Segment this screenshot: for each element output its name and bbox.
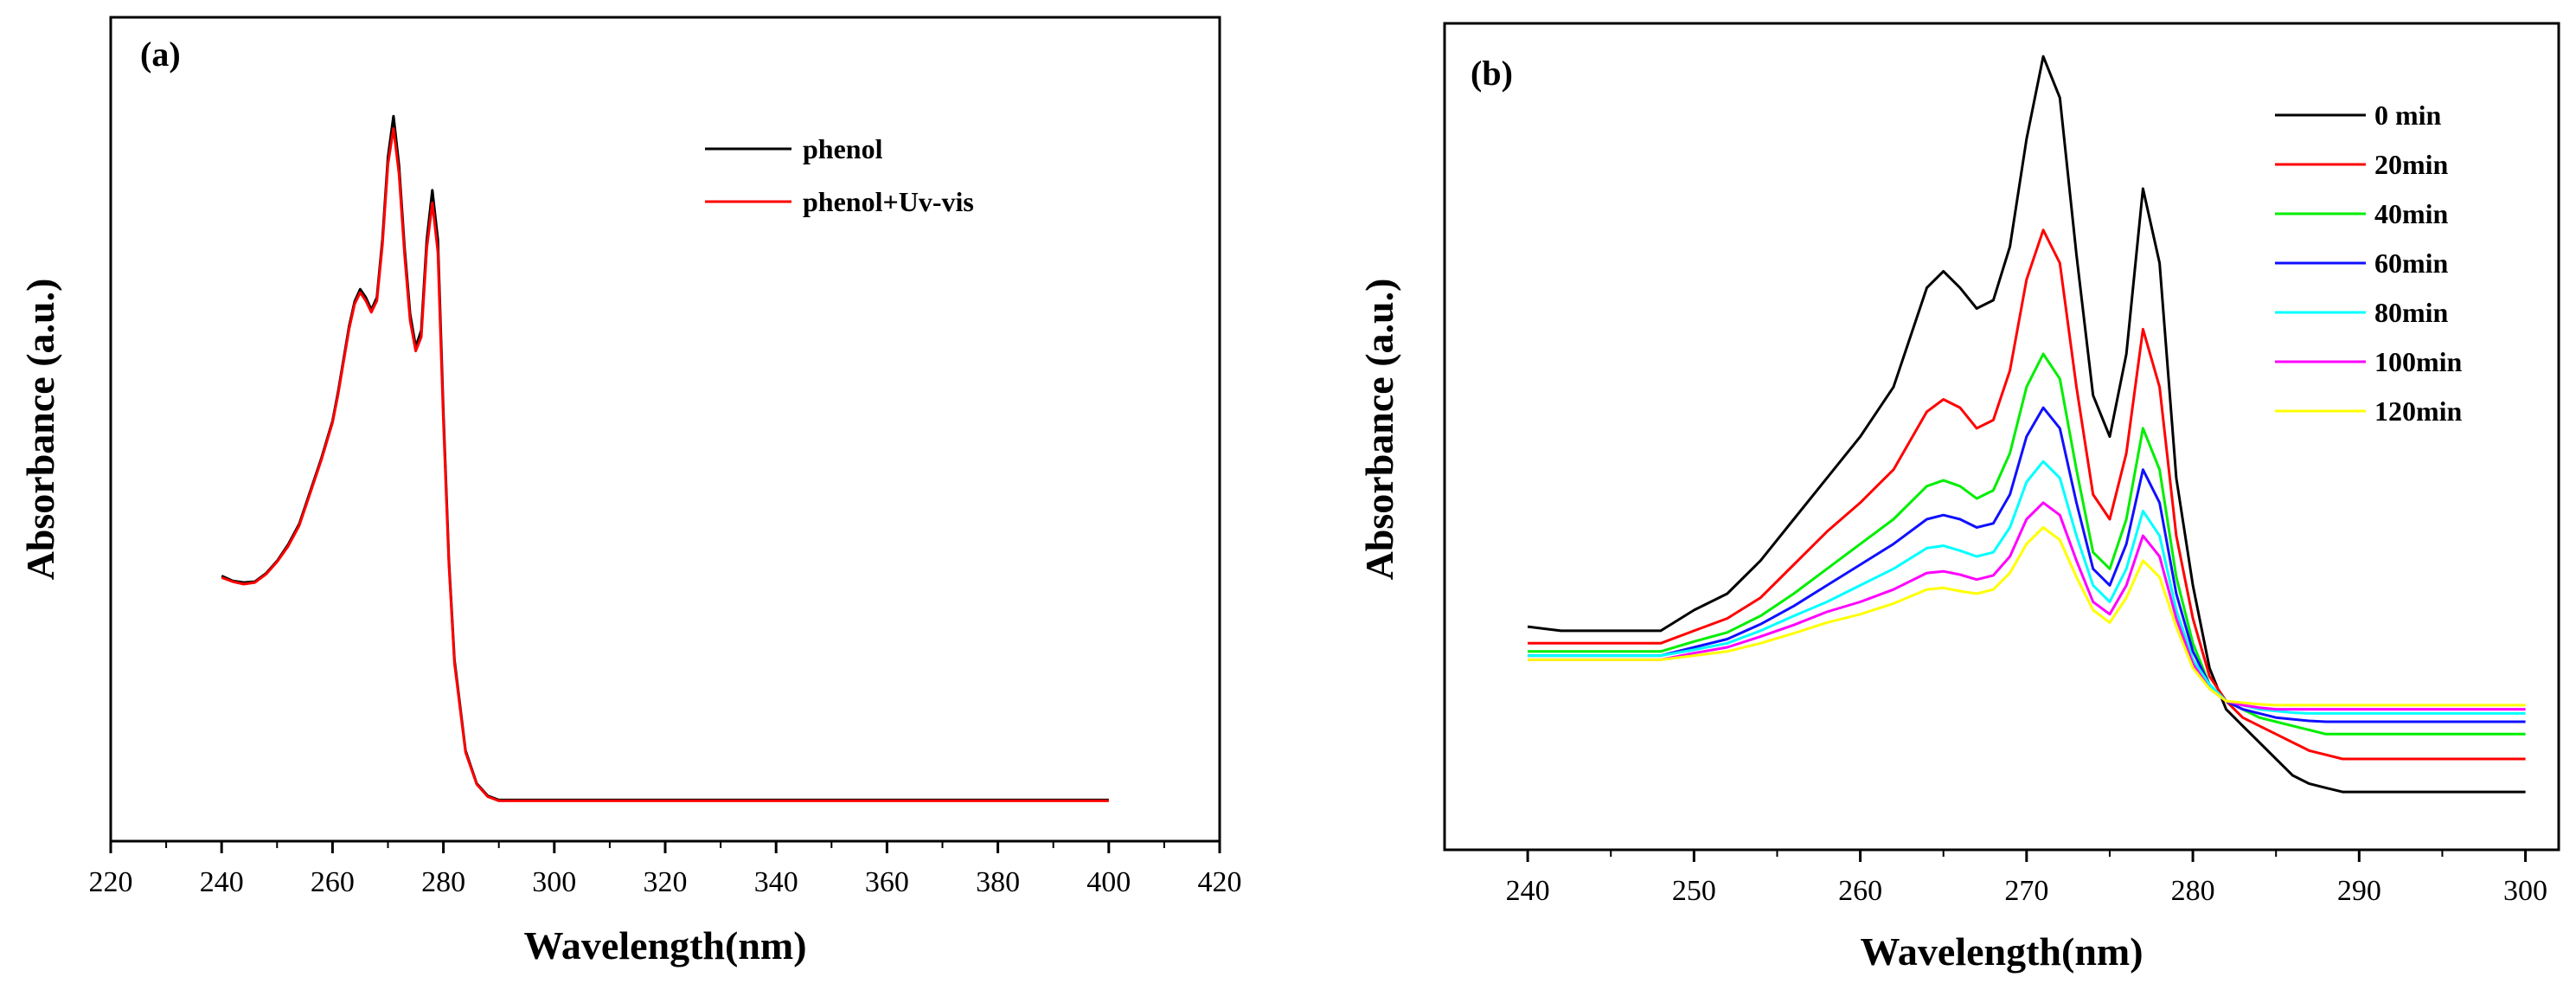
panel-a: (a) 220 240 260 280 300 320 340 360 380 400 420 ph… [18,16,1242,968]
panel-b-series-line-5 [1528,501,2526,711]
legend-b-label-1: 20min [2374,149,2449,180]
panel-b-series-line-3 [1528,406,2526,723]
panel-b-series-line-1 [1528,228,2526,761]
panel-a-x-tick-label: 380 [976,866,1020,898]
panel-a-frame [109,16,1221,843]
legend-b-label-4: 80min [2374,297,2449,328]
panel-b-series-line-2 [1528,352,2526,736]
legend-b-label-5: 100min [2374,346,2463,377]
legend-a-label-phenol-uv: phenol+Uv-vis [803,186,974,217]
panel-a-x-tick-label: 400 [1086,866,1131,898]
panel-a-x-tick-label: 420 [1198,866,1242,898]
panel-b: (b) 240 250 260 270 280 290 300 0 min 20min 40… [1357,22,2560,974]
panel-a-y-axis-title: Absorbance (a.u.) [18,279,62,581]
panel-b-x-ticks: 240 250 260 270 280 290 300 [1506,850,2547,907]
legend-a-label-phenol: phenol [803,133,883,164]
panel-a-series [221,114,1109,802]
legend-b-label-2: 40min [2374,198,2449,229]
panel-a-x-ticks: 220 240 260 280 300 320 340 360 380 400 420 [89,841,1242,898]
panel-b-series-line-4 [1528,460,2526,715]
panel-b-x-tick-label: 290 [2337,875,2381,907]
panel-b-legend: 0 min 20min 40min 60min 80min 100min 120… [2275,100,2463,427]
panel-b-series-line-6 [1528,526,2526,707]
legend-b-label-3: 60min [2374,248,2449,279]
panel-a-x-tick-label: 360 [865,866,909,898]
legend-b-label-6: 120min [2374,395,2463,427]
panel-a-x-tick-label: 220 [89,866,133,898]
panel-a-x-tick-label: 340 [754,866,798,898]
panel-b-x-tick-label: 300 [2503,875,2547,907]
panel-b-x-tick-label: 250 [1672,875,1716,907]
panel-b-x-axis-title: Wavelength(nm) [1860,929,2143,974]
panel-b-label: (b) [1471,54,1513,93]
panel-a-x-tick-label: 320 [644,866,688,898]
panel-a-x-axis-title: Wavelength(nm) [523,923,806,968]
panel-a-x-tick-label: 240 [200,866,244,898]
panel-a-series-line-0 [221,114,1109,801]
panel-b-series [1527,55,2526,794]
panel-b-x-tick-label: 240 [1506,875,1550,907]
panel-b-x-tick-label: 270 [2004,875,2048,907]
panel-b-frame [1443,22,2560,852]
panel-a-x-tick-label: 280 [421,866,465,898]
panel-a-series-line-1 [221,127,1109,802]
panel-a-x-tick-label: 260 [311,866,355,898]
panel-b-y-axis-title: Absorbance (a.u.) [1357,279,1401,581]
legend-b-label-0: 0 min [2374,100,2442,131]
panel-a-label: (a) [140,35,181,74]
panel-b-x-tick-label: 280 [2171,875,2215,907]
panel-a-x-tick-label: 300 [532,866,576,898]
panel-b-x-tick-label: 260 [1838,875,1882,907]
panel-b-series-line-0 [1527,55,2526,794]
panel-a-legend: phenol phenol+Uv-vis [705,133,974,217]
